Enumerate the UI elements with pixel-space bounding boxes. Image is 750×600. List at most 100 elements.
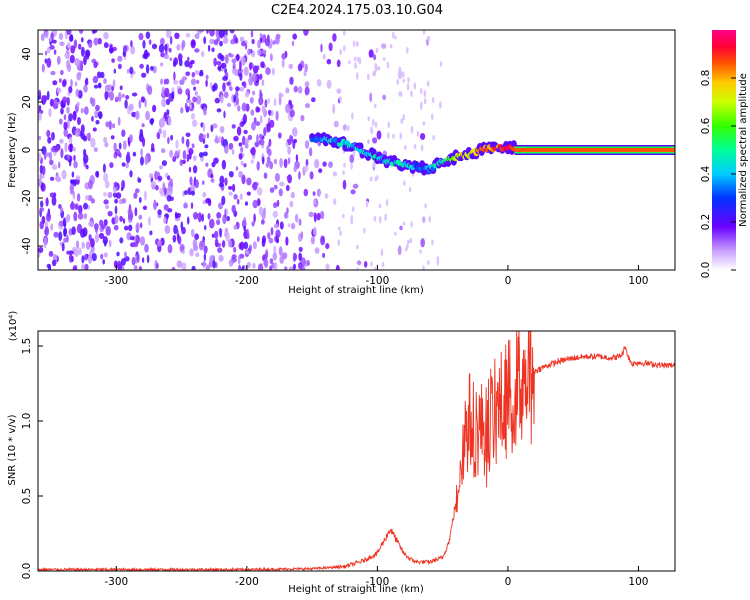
- spectrogram-cell: [308, 211, 314, 218]
- spectrogram-cell: [192, 238, 198, 249]
- spectrogram-cell: [38, 152, 42, 162]
- spectrogram-cell: [60, 207, 64, 213]
- spectrogram-cells: [38, 30, 443, 270]
- spectrogram-cell: [150, 117, 155, 124]
- spectrogram-cell: [264, 99, 268, 108]
- spectrogram-cell: [102, 163, 106, 173]
- spectrogram-cell: [152, 104, 157, 113]
- spectrogram-cell: [292, 252, 296, 263]
- spectrogram-cell: [112, 46, 117, 52]
- spectrogram-cell: [372, 70, 377, 77]
- spectrogram-cell: [235, 90, 239, 99]
- spectrogram-cell: [432, 134, 435, 141]
- spectrogram-cell: [297, 63, 303, 72]
- spectrogram-cell: [86, 133, 91, 140]
- spectrogram-cell: [218, 30, 224, 39]
- spectrogram-cell: [241, 174, 246, 185]
- spectrogram-cell: [304, 165, 309, 172]
- spectrogram-cell: [305, 103, 310, 109]
- spectrogram-cell: [46, 90, 50, 101]
- spectrogram-cell: [234, 37, 239, 44]
- spectrogram-cell: [353, 56, 357, 62]
- spectrogram-cell: [172, 156, 177, 163]
- spectrogram-cell: [203, 252, 207, 262]
- spectrogram-ytick-label: -20: [21, 189, 33, 206]
- spectrogram-cell: [250, 159, 254, 164]
- spectrogram-cell: [270, 38, 273, 49]
- spectrogram-cell: [251, 221, 255, 227]
- spectrogram-cell: [85, 164, 89, 170]
- spectrogram-cell: [119, 215, 123, 222]
- spectrogram-cell: [267, 232, 271, 240]
- spectrogram-cell: [228, 142, 234, 150]
- spectrogram-cell: [378, 204, 382, 209]
- spectrogram-cell: [291, 40, 295, 47]
- spectrogram-ytick-label: 40: [21, 47, 33, 60]
- spectrogram-cell: [41, 63, 45, 73]
- spectrogram-cell: [260, 138, 265, 146]
- spectrogram-cell: [210, 173, 214, 179]
- spectrogram-cell: [84, 195, 89, 201]
- spectrogram-cell: [130, 236, 135, 241]
- spectrogram-cell: [202, 151, 208, 157]
- spectrogram-cell: [88, 234, 92, 242]
- spectrogram-cell: [122, 51, 127, 57]
- spectrogram-cell: [121, 198, 127, 204]
- spectrogram-cell: [184, 190, 188, 196]
- spectrogram-cell: [257, 49, 262, 56]
- spectrogram-cell: [246, 261, 251, 269]
- spectrogram-cell: [374, 103, 377, 109]
- colorbar: 0.0 0.2 0.4 0.6 0.8 Normalized spectral ampl…: [700, 30, 749, 278]
- spectrogram-cell: [90, 198, 95, 204]
- spectrogram-cell: [74, 128, 81, 137]
- spectrogram-cell: [369, 176, 373, 182]
- spectrogram-cell: [240, 56, 246, 66]
- spectrogram-cell: [267, 148, 272, 157]
- spectrogram-cell: [205, 74, 209, 80]
- spectrogram-cell: [198, 152, 204, 158]
- spectrogram-cell: [177, 88, 183, 95]
- spectrogram-cell: [239, 36, 245, 42]
- spectrogram-cell: [202, 236, 205, 242]
- spectrogram-cell: [158, 43, 165, 53]
- snr-ytick-label: 0.5: [21, 488, 33, 505]
- spectrogram-cell: [167, 116, 172, 126]
- spectrogram-xtick-label: 0: [505, 275, 512, 287]
- spectrogram-cell: [163, 216, 167, 224]
- spectrogram-cell: [103, 78, 107, 84]
- spectrogram-cell: [140, 156, 144, 166]
- spectrogram-cell: [165, 30, 172, 39]
- spectrogram-cell: [78, 43, 82, 50]
- spectrogram-cell: [290, 222, 296, 230]
- spectrogram-cell: [157, 239, 162, 247]
- spectrogram-cell: [273, 261, 278, 270]
- spectrogram-cell: [365, 200, 369, 208]
- spectrogram-cell: [273, 223, 279, 229]
- spectrogram-cell: [228, 185, 233, 190]
- spectrogram-cell: [95, 104, 100, 112]
- spectrogram-cell: [212, 123, 218, 129]
- snr-xtick-label: -100: [365, 576, 389, 588]
- spectrogram-cell: [74, 58, 81, 67]
- spectrogram-cell: [252, 241, 257, 250]
- spectrogram-cell: [175, 212, 182, 218]
- spectrogram-cell: [161, 160, 167, 167]
- spectrogram-cell: [93, 84, 99, 89]
- spectrogram-cell: [278, 93, 284, 98]
- spectrogram-cell: [239, 87, 245, 92]
- spectrogram-cell: [40, 200, 44, 208]
- spectrogram-cell: [63, 237, 68, 243]
- spectrogram-cell: [300, 231, 304, 240]
- spectrogram-cell: [83, 213, 87, 220]
- spectrogram-cell: [328, 161, 333, 169]
- spectrogram-cell: [260, 61, 265, 68]
- spectrogram-cell: [49, 98, 55, 107]
- spectrogram-cell: [216, 212, 222, 219]
- spectrogram-cell: [289, 76, 294, 85]
- spectrogram-cell: [40, 33, 45, 42]
- spectrogram-cell: [206, 30, 209, 34]
- spectrogram-cell: [269, 187, 275, 193]
- spectrogram-cell: [167, 244, 173, 254]
- spectrogram-cell: [239, 241, 245, 251]
- spectrogram-cell: [219, 126, 225, 134]
